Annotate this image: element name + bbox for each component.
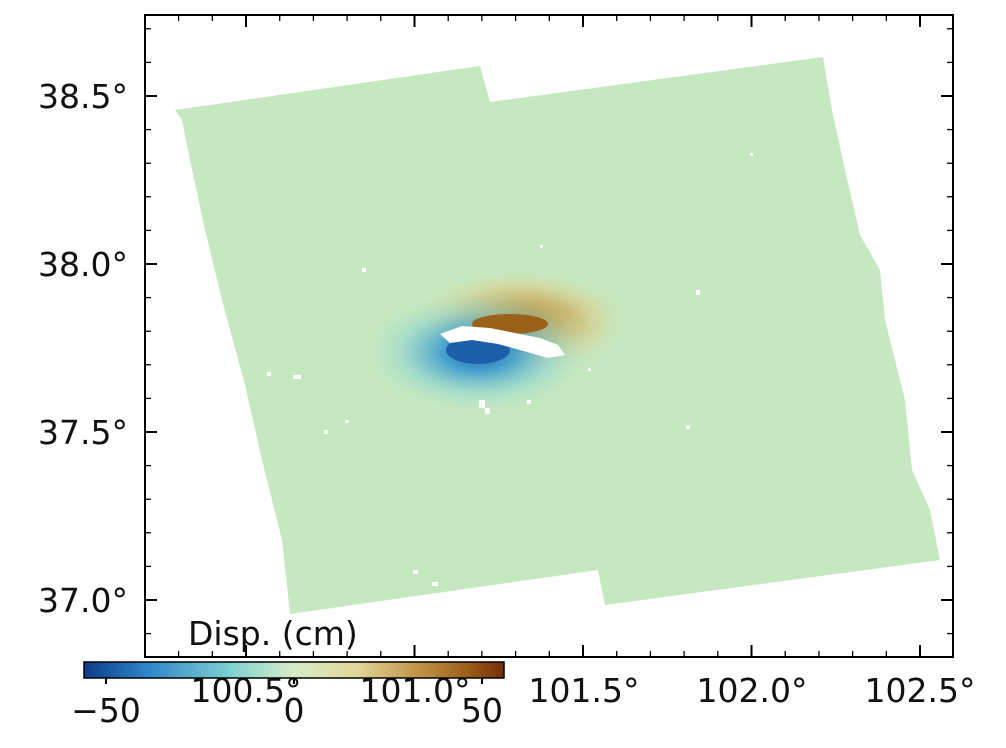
colorbar: Disp. (cm) −50 0 50 bbox=[71, 614, 505, 730]
y-tick-label-37-5: 37.5° bbox=[38, 413, 128, 452]
y-tick-label-37-0: 37.0° bbox=[38, 581, 128, 620]
x-tick-label-102-0: 102.0° bbox=[697, 671, 808, 710]
colorbar-tick-neg50: −50 bbox=[71, 691, 141, 730]
y-tick-label-38-0: 38.0° bbox=[38, 245, 128, 284]
y-axis-labels: 38.5° 38.0° 37.5° 37.0° bbox=[38, 77, 128, 620]
minor-ticks bbox=[145, 15, 953, 657]
colorbar-tick-50: 50 bbox=[461, 691, 503, 730]
colorbar-tick-0: 0 bbox=[284, 691, 305, 730]
x-tick-label-102-5: 102.5° bbox=[865, 671, 976, 710]
y-tick-label-38-5: 38.5° bbox=[38, 77, 128, 116]
major-ticks bbox=[145, 15, 953, 657]
colorbar-title: Disp. (cm) bbox=[188, 614, 358, 653]
x-tick-label-101-5: 101.5° bbox=[529, 671, 640, 710]
missing-data-speckles bbox=[267, 153, 753, 586]
colorbar-ticks bbox=[105, 678, 483, 684]
decorrelation-gap bbox=[440, 326, 565, 358]
plot-axes bbox=[144, 14, 954, 658]
colorbar-gradient bbox=[83, 661, 505, 679]
interferogram-frame bbox=[175, 57, 940, 614]
